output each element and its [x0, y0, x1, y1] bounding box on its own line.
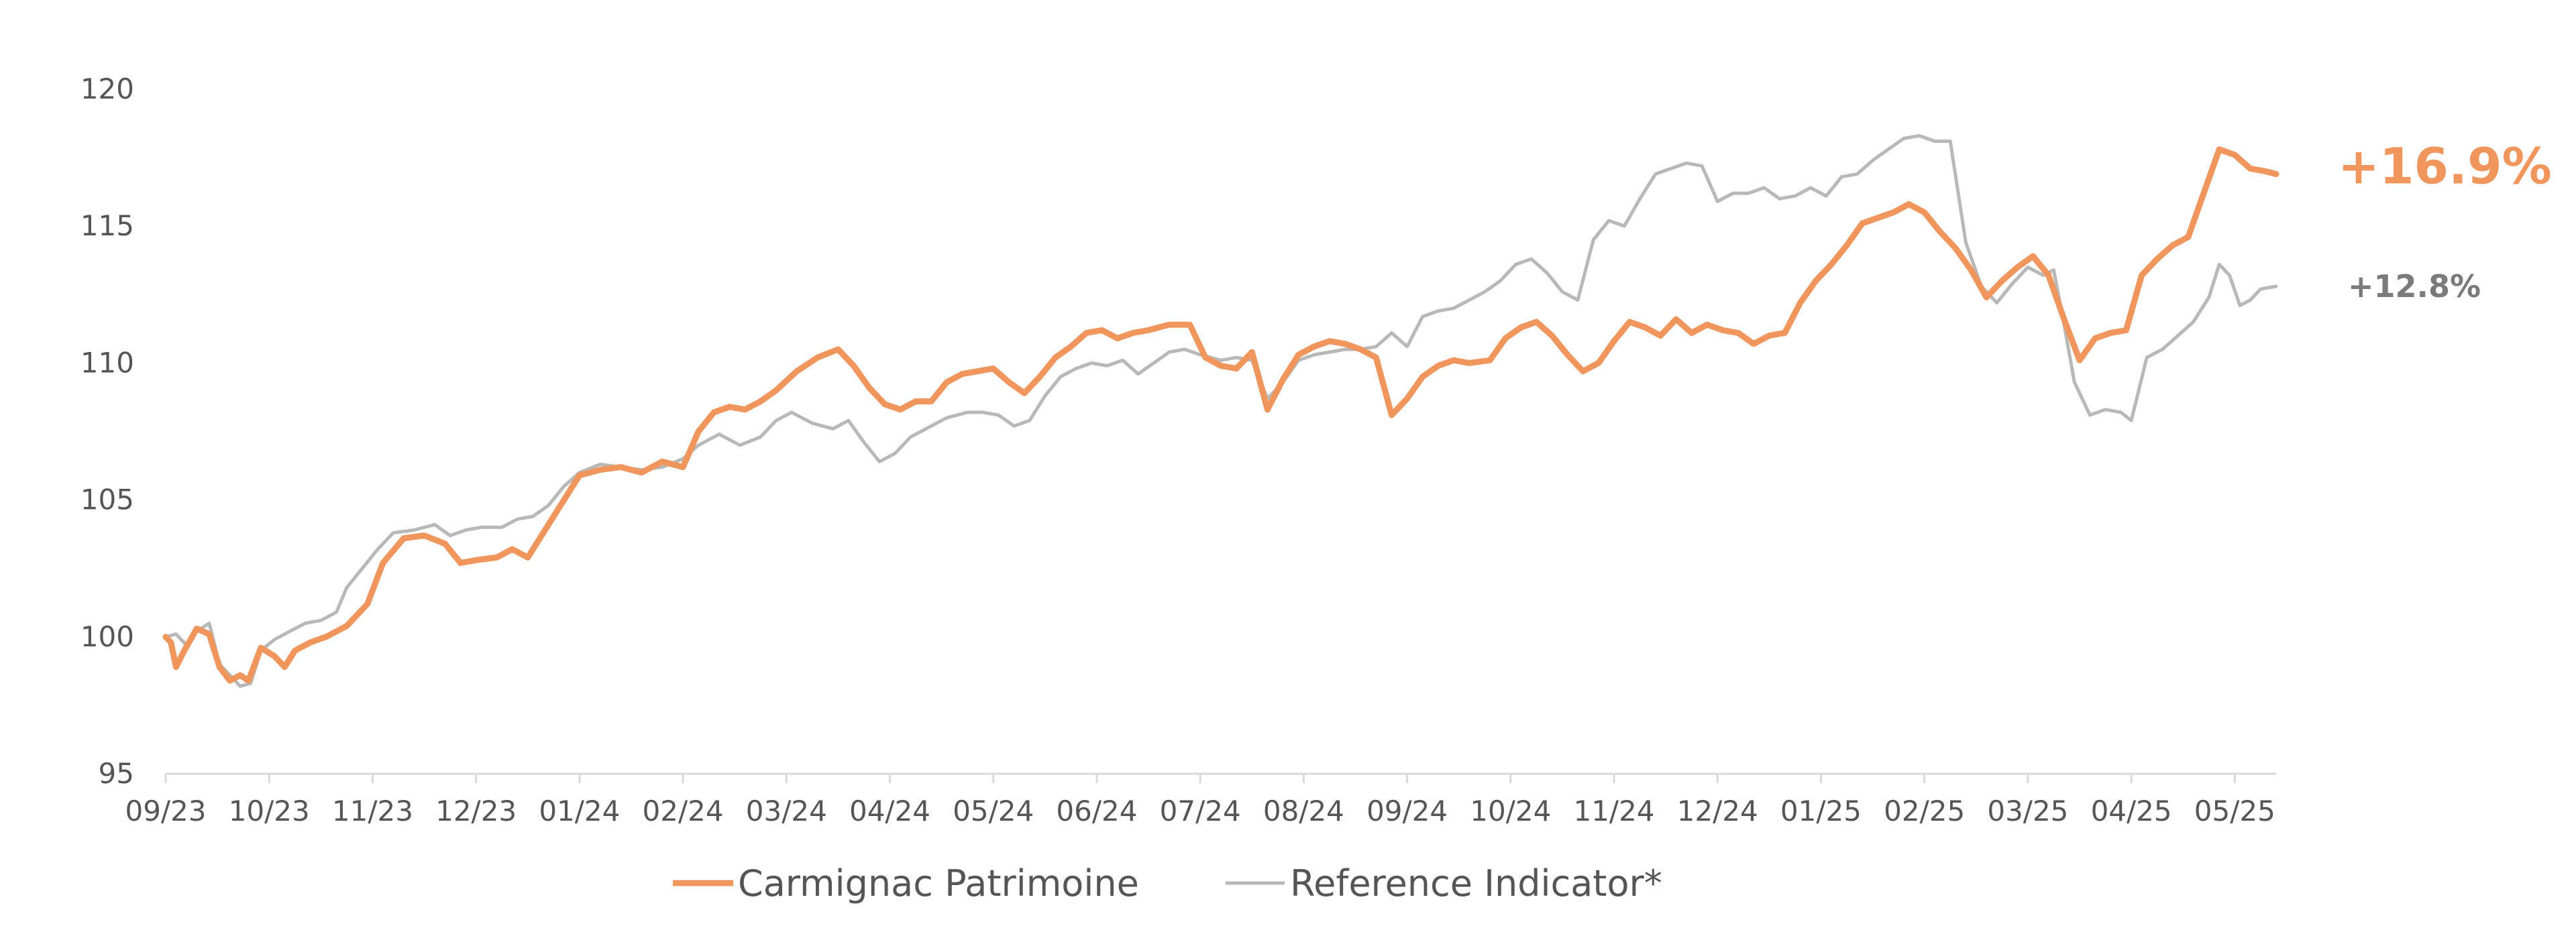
- legend-label-carmignac: Carmignac Patrimoine: [738, 862, 1139, 905]
- x-tick-label: 05/24: [953, 795, 1034, 827]
- y-tick-label: 100: [80, 620, 134, 653]
- x-tick-label: 04/24: [849, 795, 930, 827]
- x-tick-label: 08/24: [1263, 795, 1344, 827]
- y-tick-label: 110: [80, 346, 134, 379]
- x-tick-label: 05/25: [2194, 795, 2275, 827]
- x-tick-label: 02/24: [643, 795, 724, 827]
- series-line-reference: [164, 133, 2278, 688]
- x-tick-label: 11/24: [1573, 795, 1654, 827]
- y-tick-label: 105: [80, 483, 134, 516]
- x-tick-label: 10/24: [1470, 795, 1551, 827]
- x-tick-label: 12/24: [1677, 795, 1758, 827]
- x-tick-label: 04/25: [2091, 795, 2172, 827]
- y-axis: 95 100 105 110 115 120: [80, 72, 134, 790]
- x-tick-label: 03/25: [1987, 795, 2068, 827]
- x-tick-label: 01/24: [539, 795, 620, 827]
- x-tick-label: 06/24: [1056, 795, 1137, 827]
- y-tick-label: 115: [80, 209, 134, 242]
- x-tick-label: 01/25: [1780, 795, 1862, 827]
- y-tick-label: 95: [99, 757, 134, 790]
- x-tick-label: 07/24: [1160, 795, 1241, 827]
- x-tick-label: 09/24: [1366, 795, 1448, 827]
- series-line-carmignac: [162, 146, 2279, 684]
- x-tick-label: 09/23: [125, 795, 206, 827]
- end-labels: +16.9% +12.8%: [2338, 138, 2552, 304]
- y-tick-label: 120: [80, 72, 134, 105]
- x-tick-label: 03/24: [746, 795, 827, 827]
- x-axis: 09/23 10/23 11/23 12/23 01/24 02/24 03/24 04/24…: [125, 772, 2276, 827]
- end-label-carmignac: +16.9%: [2338, 138, 2552, 196]
- x-tick-label: 11/23: [332, 795, 413, 827]
- legend-label-reference: Reference Indicator*: [1290, 862, 1662, 905]
- end-label-reference: +12.8%: [2348, 268, 2481, 304]
- x-tick-label: 10/23: [229, 795, 310, 827]
- legend: Carmignac Patrimoine Reference Indicator…: [673, 862, 1662, 905]
- series-layer: [162, 133, 2279, 688]
- x-tick-label: 12/23: [435, 795, 517, 827]
- x-tick-label: 02/25: [1884, 795, 1965, 827]
